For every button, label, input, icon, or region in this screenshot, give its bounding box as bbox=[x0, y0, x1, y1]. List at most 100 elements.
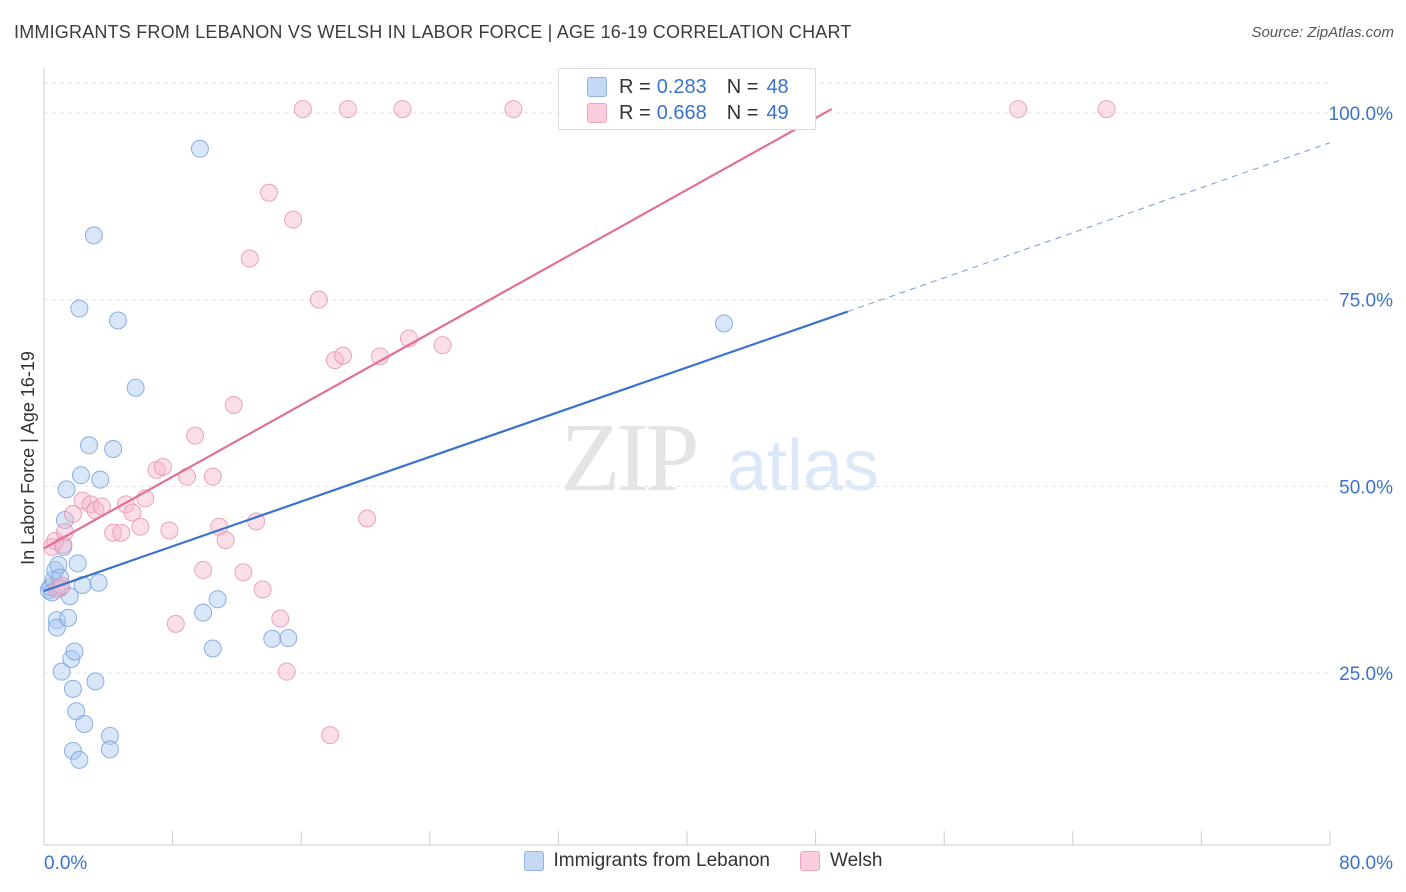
data-point bbox=[1009, 100, 1028, 119]
data-point bbox=[194, 561, 213, 580]
data-point bbox=[224, 395, 243, 414]
data-point bbox=[47, 611, 66, 630]
correlation-legend: R = 0.283 N = 48 R = 0.668 N = 49 bbox=[558, 68, 816, 130]
r-value: 0.283 bbox=[656, 75, 707, 98]
data-point bbox=[70, 299, 89, 318]
data-point bbox=[89, 573, 108, 592]
y-tick-label: 75.0% bbox=[1339, 291, 1393, 312]
y-tick-label: 50.0% bbox=[1339, 477, 1393, 498]
legend-item-lebanon: Immigrants from Lebanon bbox=[523, 850, 771, 872]
welsh-swatch bbox=[800, 851, 821, 871]
data-point bbox=[100, 726, 119, 745]
welsh-swatch bbox=[587, 103, 607, 123]
data-point bbox=[67, 702, 86, 721]
watermark: ZIP atlas bbox=[561, 404, 880, 512]
data-point bbox=[279, 629, 298, 648]
trend-line-lebanon-extension bbox=[847, 142, 1331, 313]
source-credit: Source: ZipAtlas.com bbox=[1251, 24, 1394, 41]
data-point bbox=[52, 662, 71, 681]
data-point bbox=[57, 480, 76, 499]
data-point bbox=[65, 642, 84, 661]
data-point bbox=[504, 100, 523, 119]
data-point bbox=[293, 100, 312, 119]
data-point bbox=[277, 662, 296, 681]
data-point bbox=[59, 608, 78, 627]
chart-title: IMMIGRANTS FROM LEBANON VS WELSH IN LABO… bbox=[14, 22, 852, 42]
trend-line-lebanon bbox=[43, 310, 849, 593]
y-axis-title: In Labor Force | Age 16-19 bbox=[18, 351, 38, 565]
data-point bbox=[80, 436, 99, 455]
gridlines bbox=[44, 82, 1330, 674]
data-point bbox=[234, 563, 253, 582]
trend-lines bbox=[43, 108, 1331, 593]
data-point bbox=[81, 495, 100, 514]
n-value: 48 bbox=[766, 75, 789, 98]
data-point bbox=[260, 183, 279, 202]
data-point bbox=[104, 440, 123, 459]
data-point bbox=[123, 503, 142, 522]
data-point bbox=[393, 100, 412, 119]
data-point bbox=[100, 740, 119, 759]
data-point bbox=[71, 466, 90, 485]
data-point bbox=[186, 426, 205, 445]
data-point bbox=[194, 603, 213, 622]
data-point bbox=[70, 750, 89, 769]
trend-line-welsh bbox=[43, 108, 833, 550]
data-point bbox=[108, 311, 127, 330]
data-point bbox=[263, 629, 282, 648]
data-point bbox=[358, 509, 377, 528]
series-lebanon-points bbox=[39, 139, 733, 769]
data-point bbox=[433, 336, 452, 355]
data-point bbox=[126, 378, 145, 397]
data-point bbox=[333, 346, 352, 365]
n-value: 49 bbox=[766, 101, 789, 124]
data-point bbox=[63, 505, 82, 524]
y-tick-label: 25.0% bbox=[1339, 664, 1393, 685]
data-point bbox=[321, 726, 340, 745]
data-point bbox=[63, 679, 82, 698]
n-label: N = bbox=[726, 75, 759, 98]
data-point bbox=[153, 457, 172, 476]
r-label: R = bbox=[619, 75, 651, 98]
y-tick-label: 100.0% bbox=[1329, 104, 1394, 125]
r-label: R = bbox=[619, 101, 651, 124]
data-point bbox=[240, 249, 259, 268]
data-point bbox=[216, 531, 235, 550]
x-tick-label-max: 80.0% bbox=[1339, 853, 1393, 874]
data-point bbox=[208, 590, 227, 609]
n-label: N = bbox=[726, 101, 759, 124]
axes bbox=[43, 68, 1331, 846]
data-point bbox=[160, 521, 179, 540]
axis-labels: 25.0% 50.0% 75.0% 100.0% 0.0% 80.0% In Labor F… bbox=[18, 104, 1393, 874]
data-point bbox=[86, 672, 105, 691]
data-point bbox=[284, 210, 303, 229]
lebanon-swatch bbox=[587, 77, 607, 97]
series-legend: Immigrants from Lebanon Welsh bbox=[0, 850, 1406, 872]
legend-label-welsh: Welsh bbox=[830, 850, 883, 871]
data-point bbox=[203, 639, 222, 658]
data-point bbox=[1097, 100, 1116, 119]
data-point bbox=[91, 470, 110, 489]
data-point bbox=[112, 523, 131, 542]
data-point bbox=[63, 741, 82, 760]
data-point bbox=[68, 554, 87, 573]
data-point bbox=[75, 714, 94, 733]
data-point bbox=[247, 512, 266, 531]
watermark-atlas: atlas bbox=[727, 426, 879, 506]
data-point bbox=[714, 314, 733, 333]
data-point bbox=[253, 580, 272, 599]
legend-item-welsh: Welsh bbox=[800, 850, 882, 872]
data-point bbox=[190, 139, 209, 158]
legend-row-lebanon: R = 0.283 N = 48 bbox=[587, 74, 789, 100]
data-point bbox=[370, 347, 389, 366]
watermark-zip: ZIP bbox=[561, 404, 696, 512]
data-point bbox=[203, 467, 222, 486]
data-point bbox=[271, 609, 290, 628]
legend-row-welsh: R = 0.668 N = 49 bbox=[587, 100, 789, 126]
lebanon-swatch bbox=[523, 851, 544, 871]
x-tick-label-min: 0.0% bbox=[44, 853, 87, 874]
legend-label-lebanon: Immigrants from Lebanon bbox=[553, 850, 771, 871]
r-value: 0.668 bbox=[656, 101, 707, 124]
data-point bbox=[338, 100, 357, 119]
